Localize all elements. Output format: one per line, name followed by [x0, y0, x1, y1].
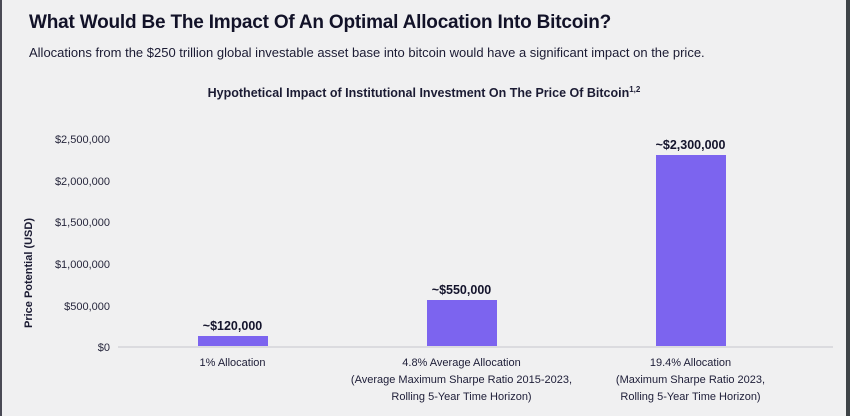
bar-value-label: ~$550,000	[431, 283, 492, 298]
bar	[426, 300, 497, 347]
bar-value-label: ~$120,000	[202, 319, 263, 334]
category-label: 19.4% Allocation (Maximum Sharpe Ratio 20…	[576, 355, 805, 406]
header: What Would Be The Impact Of An Optimal A…	[2, 0, 846, 60]
category-label-line: (Average Maximum Sharpe Ratio 2015-2023,	[350, 374, 573, 387]
bar-column: ~$550,000	[347, 283, 576, 347]
page-title: What Would Be The Impact Of An Optimal A…	[29, 12, 612, 33]
chart-title: Hypothetical Impact of Institutional Inv…	[2, 85, 846, 100]
y-tick-label: $2,500,000	[54, 134, 110, 147]
y-tick-label: $1,500,000	[54, 217, 110, 230]
y-tick-label: $1,000,000	[54, 258, 110, 271]
plot-area: ~$120,000 ~$550,000 ~$2,300,000	[118, 137, 833, 349]
y-axis-title-text: Price Potential (USD)	[23, 218, 35, 329]
bar	[655, 154, 726, 347]
category-labels: 1% Allocation 4.8% Average Allocation (Ave…	[118, 355, 833, 406]
category-label-line: 19.4% Allocation	[649, 357, 732, 370]
category-label-line: (Maximum Sharpe Ratio 2023,	[615, 374, 766, 387]
category-label-line: 1% Allocation	[199, 357, 266, 370]
bar-value-label: ~$2,300,000	[655, 137, 726, 152]
chart-title-text: Hypothetical Impact of Institutional Inv…	[207, 86, 630, 101]
bar	[197, 336, 268, 347]
y-tick-label: $500,000	[64, 300, 110, 313]
bar-chart: Hypothetical Impact of Institutional Inv…	[2, 85, 846, 406]
category-label-line: Rolling 5-Year Time Horizon)	[391, 391, 532, 404]
bar-column: ~$2,300,000	[576, 137, 805, 347]
y-tick-label: $2,000,000	[54, 175, 110, 188]
y-axis-title: Price Potential (USD)	[16, 140, 42, 406]
y-axis-ticks: $0 $500,000 $1,000,000 $1,500,000 $2,000,000…	[42, 134, 118, 354]
bar-column: ~$120,000	[118, 319, 347, 347]
category-label-line: 4.8% Average Allocation	[402, 357, 521, 370]
category-label: 4.8% Average Allocation (Average Maximum …	[347, 355, 576, 406]
page-subtitle: Allocations from the $250 trillion globa…	[29, 45, 705, 60]
chart-main: ~$120,000 ~$550,000 ~$2,300,000 1% Allocat…	[118, 137, 833, 406]
chart-area: Price Potential (USD) $0 $500,000 $1,000,0…	[2, 134, 846, 406]
category-label: 1% Allocation	[118, 355, 347, 406]
y-tick-label: $0	[97, 342, 110, 355]
category-label-line: Rolling 5-Year Time Horizon)	[620, 391, 761, 404]
footnote-marker: 1,2	[629, 85, 641, 94]
